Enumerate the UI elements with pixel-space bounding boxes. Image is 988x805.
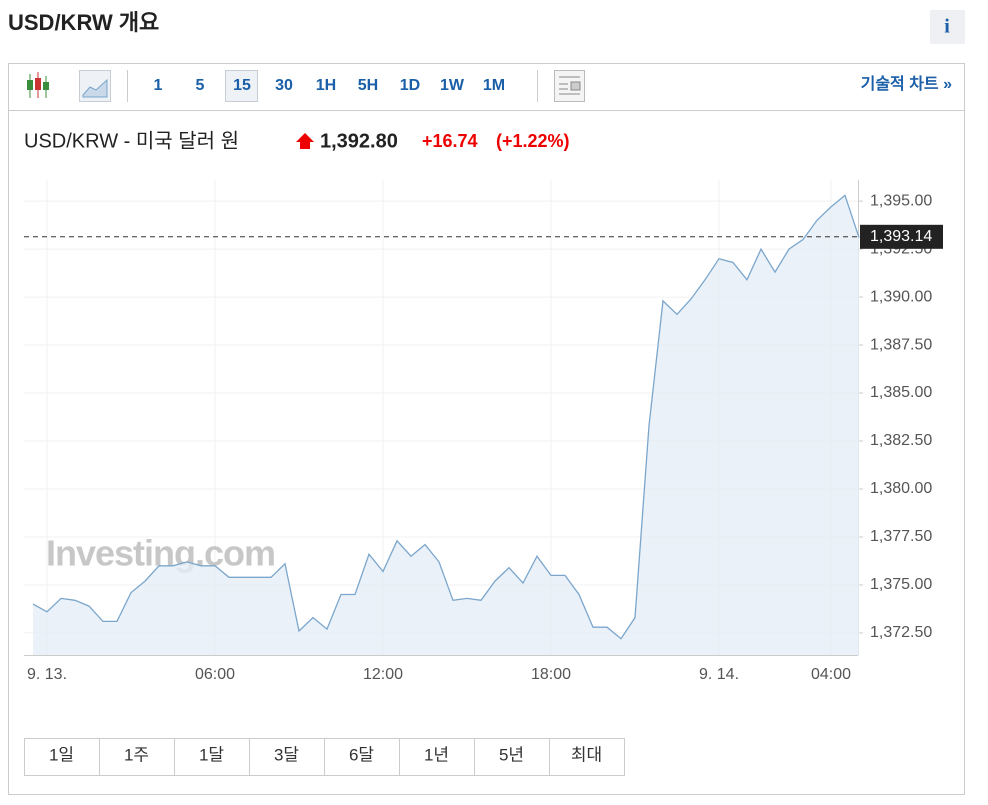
interval-selected[interactable]: [225, 70, 258, 102]
y-tick-label: 1,375.00: [870, 576, 932, 593]
interval-button[interactable]: 1H: [316, 77, 336, 94]
range-label[interactable]: 5년: [499, 745, 524, 764]
last-price-box: [860, 224, 943, 249]
range-label[interactable]: 1주: [124, 745, 149, 764]
y-tick-label: 1,390.00: [870, 288, 932, 305]
interval-button[interactable]: 30: [275, 77, 293, 94]
area-fill: [33, 195, 859, 655]
y-tick-label: 1,395.00: [870, 192, 932, 209]
page-title: USD/KRW 개요: [8, 10, 159, 35]
price-line: [32, 194, 860, 640]
y-tick-label: 1,377.50: [870, 528, 932, 545]
quote-change: +16.74: [422, 131, 478, 151]
quote-change-percent: (+1.22%): [496, 131, 570, 151]
x-tick-label: 18:00: [531, 666, 571, 683]
range-button[interactable]: [324, 738, 400, 776]
interval-button[interactable]: 15: [233, 77, 251, 94]
interval-button[interactable]: 1W: [440, 77, 465, 94]
quote-name: USD/KRW - 미국 달러 원: [24, 129, 239, 152]
range-button[interactable]: [99, 738, 175, 776]
area-icon-shape: [82, 78, 108, 98]
candle-icon[interactable]: [27, 72, 49, 98]
interval-button[interactable]: 5H: [358, 77, 378, 94]
y-tick-label: 1,385.00: [870, 384, 932, 401]
range-label[interactable]: 1일: [49, 745, 74, 764]
range-label[interactable]: 6달: [349, 745, 374, 764]
range-button[interactable]: [24, 738, 100, 776]
range-button[interactable]: [549, 738, 625, 776]
interval-button[interactable]: 5: [196, 77, 205, 94]
info-button[interactable]: [930, 10, 965, 44]
info-icon[interactable]: i: [944, 16, 950, 38]
x-tick-label: 06:00: [195, 666, 235, 683]
x-tick-label: 9. 13.: [27, 666, 67, 683]
panel: [8, 63, 965, 795]
range-button[interactable]: [399, 738, 475, 776]
quote-price: 1,392.80: [320, 130, 398, 152]
range-label[interactable]: 1달: [199, 745, 224, 764]
technical-chart-link[interactable]: 기술적 차트 »: [861, 75, 952, 93]
up-arrow: [296, 133, 314, 149]
y-tick-label: 1,387.50: [870, 336, 932, 353]
range-button[interactable]: [174, 738, 250, 776]
interval-button[interactable]: 1M: [483, 77, 505, 94]
range-label[interactable]: 1년: [424, 745, 449, 764]
y-tick-label: 1,380.00: [870, 480, 932, 497]
range-label[interactable]: 최대: [571, 745, 602, 764]
x-tick-label: 9. 14.: [699, 666, 739, 683]
interval-button[interactable]: 1D: [400, 77, 420, 94]
x-tick-label: 12:00: [363, 666, 403, 683]
range-button[interactable]: [249, 738, 325, 776]
y-tick-label: 1,372.50: [870, 624, 932, 641]
y-tick-label: 1,382.50: [870, 432, 932, 449]
x-tick-label: 04:00: [811, 666, 851, 683]
last-price-label: 1,393.14: [870, 228, 932, 245]
chart: 1,372.50 1,375.00 1,377.50 1,380.00 1,382.50…: [24, 180, 943, 683]
range-label[interactable]: 3달: [274, 745, 299, 764]
news-icon-lines: [559, 76, 581, 95]
interval-button[interactable]: 1: [154, 77, 163, 94]
